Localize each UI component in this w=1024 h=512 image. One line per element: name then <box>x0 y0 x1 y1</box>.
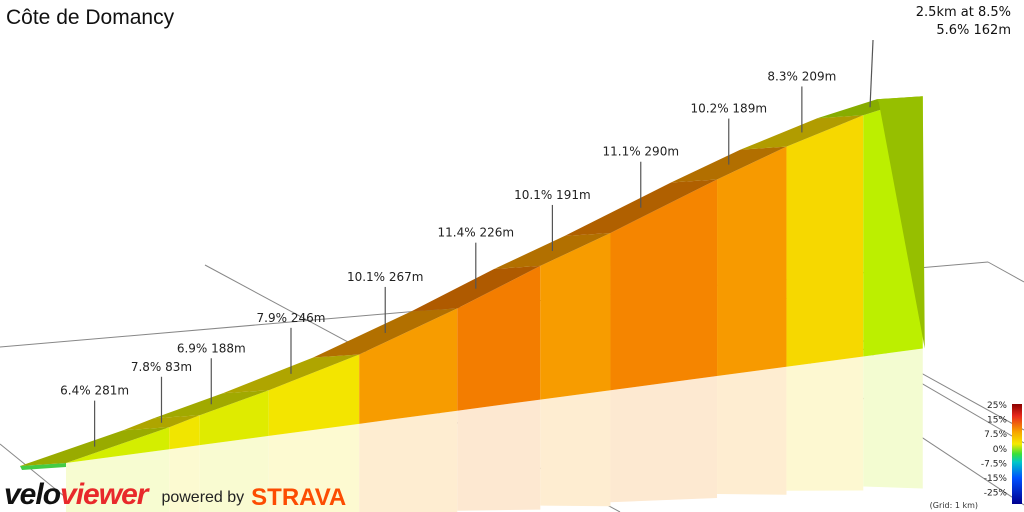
legend-tick-label: 0% <box>993 445 1008 455</box>
segment-face <box>359 308 458 424</box>
branding: veloviewer powered by STRAVA <box>4 480 346 510</box>
segment-ridge <box>564 179 718 236</box>
grid-note: (Grid: 1 km) <box>929 501 978 510</box>
segment-face <box>66 427 170 463</box>
legend-tick-label: 7.5% <box>984 430 1007 440</box>
segment-face <box>457 265 541 411</box>
legend-tick-label: 25% <box>987 401 1007 411</box>
segment-label: 10.2% 189m <box>690 102 767 116</box>
segment-shadow <box>786 356 864 491</box>
segment-shadow <box>540 390 611 507</box>
segment-ridge <box>20 427 170 466</box>
segment-shadow <box>359 410 458 512</box>
segment-label: 7.8% 83m <box>131 360 192 374</box>
strava-logo: STRAVA <box>251 484 347 511</box>
segment-face <box>540 232 611 400</box>
segment-shadow <box>169 445 200 512</box>
segment-face <box>169 415 200 450</box>
chart-title: Côte de Domancy <box>6 6 175 29</box>
profile-end <box>876 96 925 349</box>
segment-shadow <box>717 366 787 495</box>
segment-face <box>610 179 718 391</box>
segment-shadow <box>199 435 269 512</box>
gradient-legend: 25% 15% 7.5% 0% -7.5% -15% -25% <box>981 401 1022 504</box>
climb-summary-total: 2.5km at 8.5% <box>915 5 1011 20</box>
legend-tick-label: -7.5% <box>981 459 1008 469</box>
legend-tick-label: -15% <box>984 474 1008 484</box>
segment-label: 11.1% 290m <box>602 145 679 159</box>
segment-shadow <box>66 449 170 512</box>
segment-label: 11.4% 226m <box>438 226 515 240</box>
powered-by-text: powered by <box>161 489 245 506</box>
segment-shadow <box>457 399 541 511</box>
segment-shadow <box>610 375 718 503</box>
climb-summary-last: 5.6% 162m <box>936 23 1011 38</box>
segment-label: 10.1% 267m <box>347 270 424 284</box>
grid-line <box>0 443 76 506</box>
segment-face <box>786 115 864 367</box>
legend-tick-label: -25% <box>984 489 1008 499</box>
grid-line <box>987 261 1024 283</box>
segment-shadow <box>863 348 923 489</box>
legend-tick-label: 15% <box>987 416 1007 426</box>
segment-leader <box>869 39 874 108</box>
profile-start <box>20 463 66 470</box>
veloviewer-logo: veloviewer <box>4 478 148 511</box>
ground-shadow <box>66 348 923 512</box>
segment-face <box>268 354 360 436</box>
segment-label: 7.9% 246m <box>257 311 326 325</box>
segment-face <box>199 390 269 446</box>
segment-label: 8.3% 209m <box>767 69 836 83</box>
segment-label: 10.1% 191m <box>514 188 591 202</box>
segment-label: 6.9% 188m <box>177 341 246 355</box>
segment-label: 6.4% 281m <box>60 384 129 398</box>
profile-faces <box>20 96 923 470</box>
legend-color-bar <box>1012 404 1022 504</box>
climb-summary: 2.5km at 8.5% 5.6% 162m <box>916 4 1011 40</box>
segment-face <box>717 146 787 376</box>
segment-shadow <box>268 423 360 512</box>
